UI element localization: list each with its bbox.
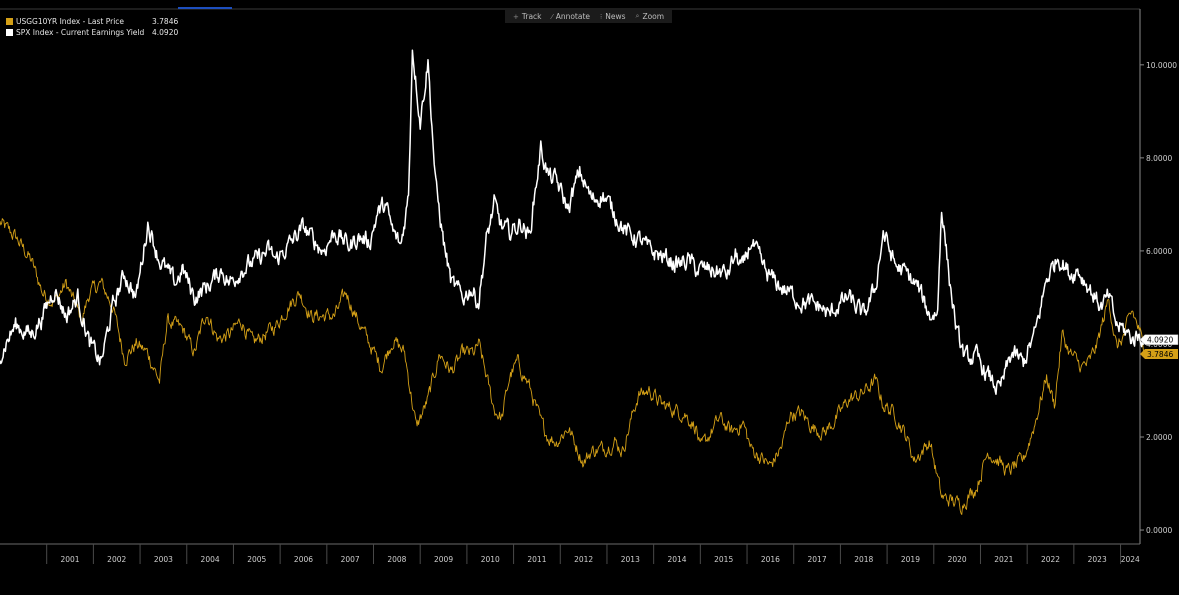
track-button[interactable]: + Track <box>509 11 546 22</box>
zoom-button[interactable]: ⌕ Zoom <box>632 11 669 22</box>
y-tick-label: 8.0000 <box>1146 154 1172 163</box>
legend-swatch-usgg10yr <box>6 18 13 25</box>
y-tick-label: 10.0000 <box>1146 61 1177 70</box>
x-tick-label: 2013 <box>621 555 640 564</box>
y-tick-label: 2.0000 <box>1146 433 1172 442</box>
x-tick-label: 2019 <box>901 555 920 564</box>
x-tick-label: 2016 <box>761 555 780 564</box>
y-tick-label: 0.0000 <box>1146 526 1172 535</box>
spx-last-value-label: 4.0920 <box>1147 336 1173 345</box>
legend-value: 3.7846 <box>152 17 179 26</box>
x-tick-label: 2007 <box>341 555 360 564</box>
x-tick-label: 2017 <box>808 555 827 564</box>
chart-toolbar: + Track ⁄ Annotate ⁝ News ⌕ Zoom <box>505 10 673 23</box>
legend-item-usgg10yr[interactable]: USGG10YR Index - Last Price 3.7846 <box>6 16 178 27</box>
track-label: Track <box>521 12 542 21</box>
last-value-flags: 3.7846 4.0920 <box>1139 334 1179 359</box>
spx-earnings-yield-series-line <box>0 49 1145 395</box>
zoom-icon: ⌕ <box>635 12 640 20</box>
x-tick-label: 2015 <box>714 555 733 564</box>
x-tick-label: 2005 <box>247 555 266 564</box>
usgg10yr-last-value-flag <box>1140 348 1178 359</box>
x-tick-label: 2006 <box>294 555 313 564</box>
top-accent-bar <box>178 7 232 9</box>
x-tick-label: 2009 <box>434 555 453 564</box>
x-tick-label: 2003 <box>154 555 173 564</box>
news-icon: ⁝ <box>600 12 603 21</box>
crosshair-icon: + <box>513 12 519 21</box>
x-tick-label: 2018 <box>854 555 873 564</box>
pencil-icon: ⁄ <box>551 12 553 21</box>
news-label: News <box>605 12 626 21</box>
legend-swatch-spx <box>6 29 13 36</box>
legend-label: USGG10YR Index - Last Price <box>16 17 125 26</box>
legend-value: 4.0920 <box>152 28 179 37</box>
x-tick-label: 2004 <box>201 555 220 564</box>
legend-label: SPX Index - Current Earnings Yield <box>16 28 145 37</box>
x-tick-label: 2012 <box>574 555 593 564</box>
x-tick-label: 2021 <box>994 555 1013 564</box>
x-axis-ticks: 2001 2002 2003 2004 2005 2006 2007 2008 2009 2010… <box>46 544 1140 564</box>
x-tick-label: 2020 <box>948 555 967 564</box>
news-button[interactable]: ⁝ News <box>596 11 630 22</box>
y-tick-label: 6.0000 <box>1146 247 1172 256</box>
legend-item-spx-earnings-yield[interactable]: SPX Index - Current Earnings Yield 4.092… <box>6 27 178 38</box>
x-tick-label: 2014 <box>667 555 686 564</box>
x-tick-label: 2022 <box>1041 555 1060 564</box>
chart-legend: USGG10YR Index - Last Price 3.7846 SPX I… <box>6 16 178 38</box>
usgg10yr-series-line <box>0 218 1145 515</box>
x-tick-label: 2010 <box>481 555 500 564</box>
x-tick-label: 2008 <box>387 555 406 564</box>
x-tick-label: 2001 <box>60 555 79 564</box>
spx-last-value-flag <box>1139 334 1179 345</box>
annotate-label: Annotate <box>555 12 591 21</box>
x-tick-label: 2024 <box>1121 555 1140 564</box>
series-layer <box>0 49 1145 515</box>
x-tick-label: 2002 <box>107 555 126 564</box>
x-tick-label: 2023 <box>1088 555 1107 564</box>
usgg10yr-last-value-label: 3.7846 <box>1147 350 1173 359</box>
zoom-label: Zoom <box>642 12 665 21</box>
annotate-button[interactable]: ⁄ Annotate <box>548 11 595 22</box>
x-tick-label: 2011 <box>527 555 546 564</box>
